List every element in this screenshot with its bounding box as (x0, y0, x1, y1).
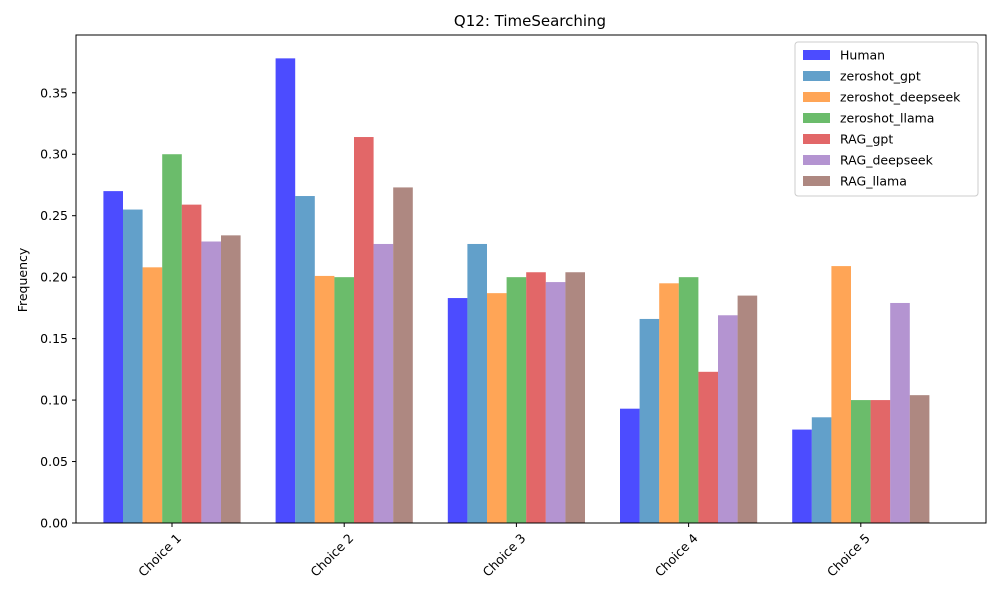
bar-rag-deepseek-1 (201, 241, 221, 523)
bar-rag-llama-1 (221, 235, 241, 524)
legend-label: zeroshot_deepseek (840, 90, 961, 105)
bar-zeroshot-deepseek-1 (142, 267, 163, 523)
legend-label: RAG_gpt (840, 132, 893, 147)
bar-zeroshot-llama-5 (851, 400, 871, 523)
legend-swatch (803, 134, 830, 144)
bar-rag-gpt-1 (181, 204, 202, 523)
legend-swatch (803, 113, 830, 123)
x-tick-label: Choice 3 (480, 531, 529, 580)
legend-swatch (803, 176, 830, 186)
bar-human-3 (447, 298, 468, 523)
bar-zeroshot-llama-4 (678, 277, 699, 523)
bar-rag-llama-4 (737, 295, 758, 523)
bar-rag-llama-2 (393, 187, 413, 524)
legend-label: RAG_deepseek (840, 153, 934, 168)
y-tick-label: 0.00 (40, 516, 68, 531)
bar-zeroshot-deepseek-2 (314, 275, 335, 523)
legend-swatch (803, 155, 830, 165)
bar-rag-gpt-5 (870, 400, 891, 523)
bar-zeroshot-deepseek-5 (831, 266, 851, 523)
y-tick-label: 0.05 (40, 454, 68, 469)
y-tick-label: 0.30 (40, 147, 68, 162)
bar-zeroshot-gpt-2 (295, 196, 315, 523)
legend-swatch (803, 71, 830, 81)
bar-zeroshot-gpt-4 (639, 318, 660, 523)
bar-rag-deepseek-3 (545, 282, 566, 523)
bar-zeroshot-gpt-1 (123, 209, 143, 524)
legend-label: RAG_llama (840, 174, 907, 189)
x-tick-label: Choice 1 (135, 531, 184, 580)
bar-human-5 (792, 429, 812, 523)
plot-frame (75, 34, 987, 524)
bar-zeroshot-llama-3 (506, 277, 527, 523)
bar-zeroshot-gpt-3 (467, 243, 487, 523)
bar-rag-llama-3 (565, 272, 585, 523)
bar-human-1 (103, 191, 123, 524)
bar-group (103, 58, 930, 524)
x-tick-label: Choice 2 (307, 531, 356, 580)
bar-rag-deepseek-4 (718, 315, 738, 523)
bar-zeroshot-gpt-5 (811, 417, 832, 523)
bar-zeroshot-deepseek-4 (659, 283, 679, 523)
bar-rag-deepseek-5 (890, 302, 910, 523)
bar-human-2 (275, 58, 296, 524)
bar-human-4 (620, 408, 640, 523)
x-tick-label: Choice 4 (652, 530, 701, 579)
bar-zeroshot-llama-2 (334, 277, 354, 523)
y-tick-label: 0.20 (40, 270, 68, 285)
y-axis-label: Frequency (15, 247, 30, 312)
bar-zeroshot-deepseek-3 (487, 293, 507, 523)
y-tick-label: 0.15 (40, 331, 68, 346)
x-tick-label: Choice 5 (824, 531, 873, 580)
y-tick-label: 0.35 (40, 85, 68, 100)
bar-rag-gpt-3 (526, 272, 546, 523)
legend-label: zeroshot_gpt (840, 69, 921, 84)
legend-label: Human (840, 48, 885, 63)
bar-rag-gpt-4 (698, 371, 718, 523)
bar-rag-gpt-2 (354, 137, 374, 523)
legend-box (794, 41, 979, 197)
chart-title: Q12: TimeSearching (454, 12, 606, 30)
y-tick-label: 0.25 (40, 208, 68, 223)
legend-label: zeroshot_llama (840, 111, 934, 126)
bar-rag-llama-5 (909, 395, 930, 523)
legend: Human zeroshot_gpt zeroshot_deepseekzerosh… (794, 41, 979, 197)
legend-swatch (803, 92, 830, 102)
bar-rag-deepseek-2 (373, 243, 394, 523)
legend-swatch (803, 50, 830, 60)
y-tick-label: 0.10 (40, 393, 68, 408)
bar-zeroshot-llama-1 (162, 154, 182, 524)
